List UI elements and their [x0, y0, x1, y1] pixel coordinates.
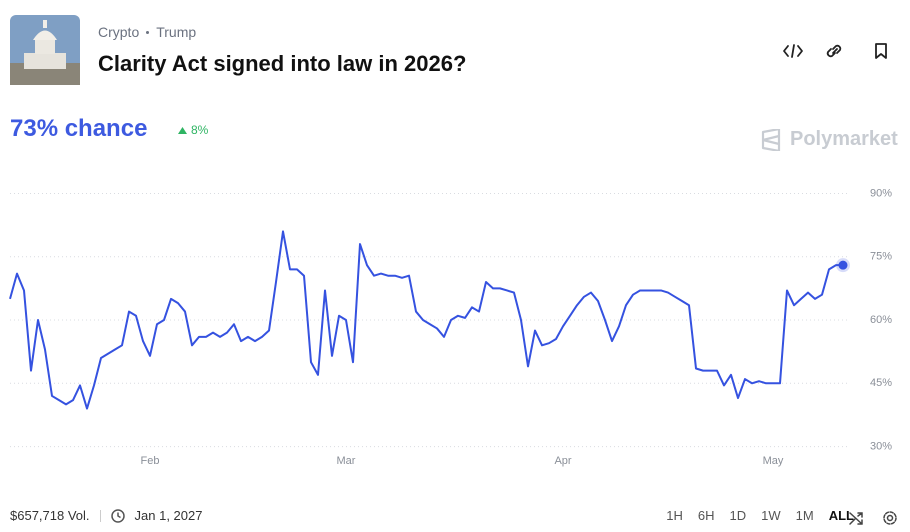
- end-date: Jan 1, 2027: [134, 508, 203, 523]
- chart-controls: [849, 511, 897, 525]
- shuffle-icon[interactable]: [849, 512, 863, 525]
- chance: 73% chance: [10, 115, 148, 142]
- range-button[interactable]: 1H: [666, 508, 683, 523]
- line: [9, 230, 843, 410]
- y-tick-label: 60%: [870, 314, 892, 326]
- y-tick-label: 30%: [870, 440, 892, 452]
- range-button[interactable]: 1W: [761, 508, 781, 523]
- y-tick-label: 90%: [870, 187, 892, 199]
- toolbar: [783, 43, 887, 59]
- breadcrumb-item[interactable]: Crypto: [98, 24, 140, 40]
- range-buttons: 1H 6H 1D 1W 1M ALL: [666, 508, 854, 523]
- bookmark-icon[interactable]: [875, 43, 887, 59]
- y-tick-label: 45%: [870, 377, 892, 389]
- link-icon[interactable]: [826, 44, 842, 58]
- y-tick-label: 75%: [870, 251, 892, 263]
- x-tick-label: Apr: [554, 455, 571, 467]
- range-button[interactable]: ALL: [828, 508, 854, 523]
- separator: [146, 30, 150, 34]
- brand-name: Polymarket: [790, 128, 898, 150]
- range-button[interactable]: 1M: [795, 508, 814, 523]
- clock-icon: [110, 508, 125, 523]
- market-title: Clarity Act signed into law in 2026?: [98, 51, 467, 76]
- footer: $657,718 Vol. Jan 1, 2027: [10, 508, 202, 523]
- range-button[interactable]: 6H: [697, 508, 715, 523]
- up-arrow: [178, 126, 187, 134]
- end-dot: [838, 260, 848, 270]
- x-tick-label: May: [763, 455, 784, 467]
- breadcrumb: Crypto Trump: [98, 24, 196, 40]
- change: 8%: [178, 123, 208, 137]
- settings-icon[interactable]: [883, 511, 897, 525]
- brand-logo: [761, 128, 781, 151]
- market-image: [10, 15, 80, 85]
- brand: Polymarket: [760, 128, 898, 151]
- volume: $657,718 Vol.: [10, 508, 90, 523]
- change-value: 8%: [191, 123, 209, 137]
- x-tick-label: Feb: [141, 455, 160, 467]
- range-button[interactable]: 1D: [729, 508, 747, 523]
- x-tick-label: Mar: [337, 455, 356, 467]
- chart: 30% 45% 60% 75% 90% Feb Mar Apr May: [9, 187, 892, 467]
- separator: [99, 509, 101, 522]
- embed-icon[interactable]: [783, 44, 803, 58]
- breadcrumb-item[interactable]: Trump: [156, 24, 197, 40]
